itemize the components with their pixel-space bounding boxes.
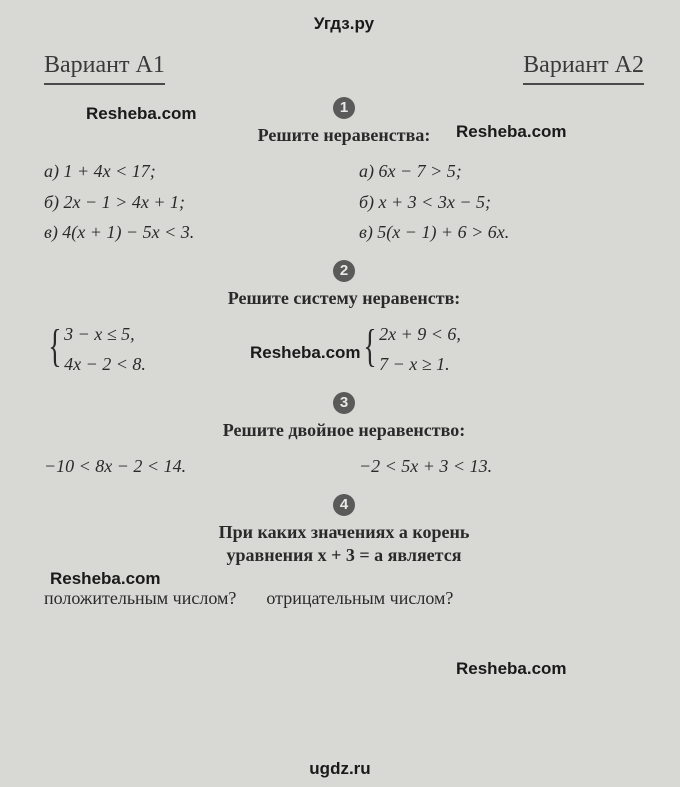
task2-left-l1: 3 − x ≤ 5,: [64, 319, 146, 350]
task2-right-l1: 2x + 9 < 6,: [379, 319, 461, 350]
task3-instruction: Решите двойное неравенство:: [44, 420, 644, 441]
task2-instruction: Решите систему неравенств:: [44, 288, 644, 309]
variant-a1-title: Вариант А1: [44, 52, 165, 85]
task2-left-l2: 4x − 2 < 8.: [64, 349, 146, 380]
task1-left: а) 1 + 4x < 17; б) 2x − 1 > 4x + 1; в) 4…: [44, 156, 329, 248]
badge-3: 3: [333, 392, 355, 414]
watermark-1: Resheba.com: [86, 104, 197, 124]
task3-body: −10 < 8x − 2 < 14. −2 < 5x + 3 < 13.: [44, 451, 644, 482]
brace-left: {: [48, 319, 61, 380]
site-footer: ugdz.ru: [0, 759, 680, 779]
site-header: Угдз.ру: [44, 14, 644, 34]
task4-line2: уравнения x + 3 = a является: [44, 545, 644, 566]
badge-4: 4: [333, 494, 355, 516]
task1-right-a: а) 6x − 7 > 5;: [359, 156, 644, 187]
variant-row: Вариант А1 Вариант А2: [44, 52, 644, 85]
badge-1: 1: [333, 97, 355, 119]
task3-left: −10 < 8x − 2 < 14.: [44, 451, 329, 482]
task4-left: положительным числом?: [44, 588, 236, 609]
task2-head: 2 Решите систему неравенств:: [44, 260, 644, 309]
task2-right: { 2x + 9 < 6, 7 − x ≥ 1.: [359, 319, 644, 380]
task1-left-c: в) 4(x + 1) − 5x < 3.: [44, 217, 329, 248]
task1-left-b: б) 2x − 1 > 4x + 1;: [44, 187, 329, 218]
watermark-4: Resheba.com: [50, 569, 161, 589]
watermark-5: Resheba.com: [456, 659, 567, 679]
badge-2: 2: [333, 260, 355, 282]
watermark-2: Resheba.com: [456, 122, 567, 142]
task3-right: −2 < 5x + 3 < 13.: [359, 451, 644, 482]
task1-right: а) 6x − 7 > 5; б) x + 3 < 3x − 5; в) 5(x…: [359, 156, 644, 248]
watermark-3: Resheba.com: [250, 343, 361, 363]
task1-body: а) 1 + 4x < 17; б) 2x − 1 > 4x + 1; в) 4…: [44, 156, 644, 248]
task1-right-c: в) 5(x − 1) + 6 > 6x.: [359, 217, 644, 248]
brace-right: {: [363, 319, 376, 380]
task4-line1: При каких значениях a корень: [44, 522, 644, 543]
task4-right: отрицательным числом?: [266, 588, 453, 609]
task4-head: 4 При каких значениях a корень уравнения…: [44, 494, 644, 566]
variant-a2-title: Вариант А2: [523, 52, 644, 85]
task2-right-l2: 7 − x ≥ 1.: [379, 349, 461, 380]
task1-left-a: а) 1 + 4x < 17;: [44, 156, 329, 187]
task3-head: 3 Решите двойное неравенство:: [44, 392, 644, 441]
task1-right-b: б) x + 3 < 3x − 5;: [359, 187, 644, 218]
